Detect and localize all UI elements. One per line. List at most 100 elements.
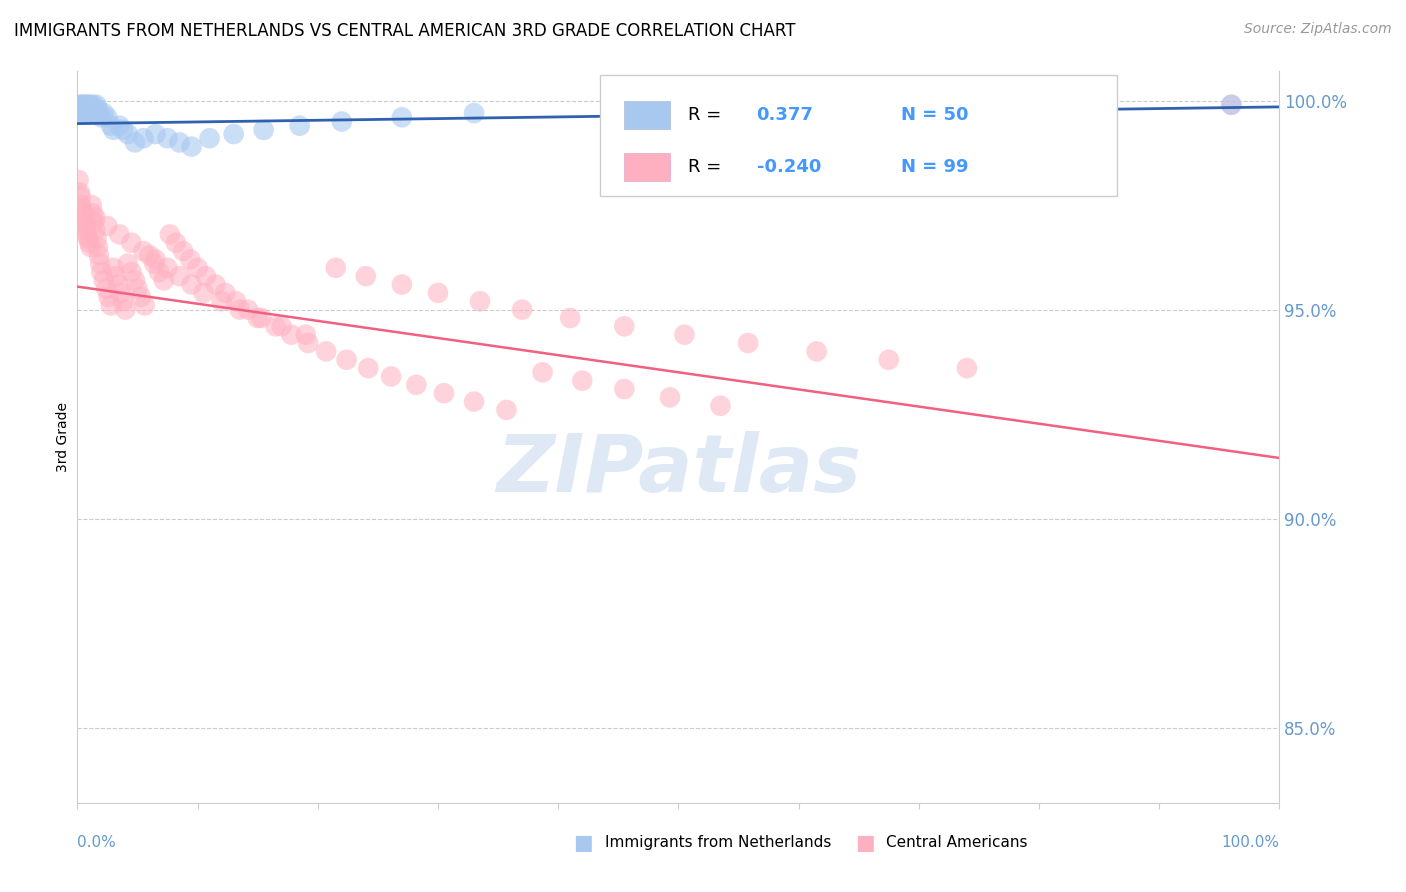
Point [73,97,96,112]
Point [330,114,353,128]
Point [108,227,131,242]
Point [159,227,181,242]
Point [132,244,155,258]
Point [468,294,491,309]
Point [84,211,107,225]
Point [104,269,127,284]
Point [90,265,112,279]
Point [127,282,149,296]
Point [87,248,110,262]
Point [228,302,250,317]
Point [571,374,593,388]
Point [73,102,96,116]
Point [70,97,93,112]
Point [179,252,201,267]
Point [73,215,96,229]
Point [72,206,94,220]
Point [107,277,129,292]
Point [79,97,101,112]
Point [288,119,311,133]
Point [180,139,202,153]
Text: 0.0%: 0.0% [77,836,117,850]
Point [138,248,160,262]
Point [169,269,191,284]
Point [145,252,167,267]
Point [70,202,93,217]
Point [117,127,139,141]
Point [495,403,517,417]
Point [114,302,136,317]
Point [246,310,269,325]
Point [143,257,166,271]
Point [204,277,226,292]
Text: Central Americans: Central Americans [886,836,1028,850]
Point [531,365,554,379]
Point [405,377,427,392]
Text: R =: R = [688,106,727,124]
Point [70,97,93,112]
Point [153,273,176,287]
Point [193,285,215,300]
Point [80,102,103,116]
Point [100,298,122,312]
Point [87,240,110,254]
Point [222,127,245,141]
Point [120,265,142,279]
Point [100,119,122,133]
Point [76,227,98,242]
Point [80,106,103,120]
Point [165,235,187,250]
Point [69,186,91,200]
Point [72,211,94,225]
Point [357,361,380,376]
Point [877,352,900,367]
Point [70,102,93,116]
Text: -0.240: -0.240 [756,158,821,176]
Point [76,97,98,112]
Point [103,260,125,275]
Point [264,319,287,334]
Point [325,260,347,275]
Text: R =: R = [688,158,727,176]
Point [77,231,100,245]
Point [82,97,104,112]
Point [70,198,93,212]
Text: ZIPatlas: ZIPatlas [496,431,860,509]
Point [103,123,125,137]
Point [737,336,759,351]
Point [194,269,217,284]
Point [83,215,105,229]
Point [96,282,118,296]
Point [391,277,413,292]
Point [72,106,94,120]
Text: Source: ZipAtlas.com: Source: ZipAtlas.com [1244,22,1392,37]
Point [148,265,170,279]
Y-axis label: 3rd Grade: 3rd Grade [56,402,70,472]
Point [75,219,97,233]
Point [87,106,110,120]
Point [186,260,209,275]
Point [134,298,156,312]
Point [673,327,696,342]
Point [132,131,155,145]
Point [198,131,221,145]
Point [79,235,101,250]
Point [69,102,91,116]
Point [83,102,105,116]
Point [236,302,259,317]
Point [211,294,233,309]
Point [111,123,134,137]
Point [463,394,485,409]
Point [79,102,101,116]
Point [110,285,132,300]
Point [294,327,316,342]
Point [79,240,101,254]
Text: 0.377: 0.377 [756,106,814,124]
Point [75,102,97,116]
Point [427,285,450,300]
Point [96,219,118,233]
Text: N = 99: N = 99 [901,158,969,176]
Point [80,198,103,212]
Point [956,361,979,376]
Point [270,319,292,334]
